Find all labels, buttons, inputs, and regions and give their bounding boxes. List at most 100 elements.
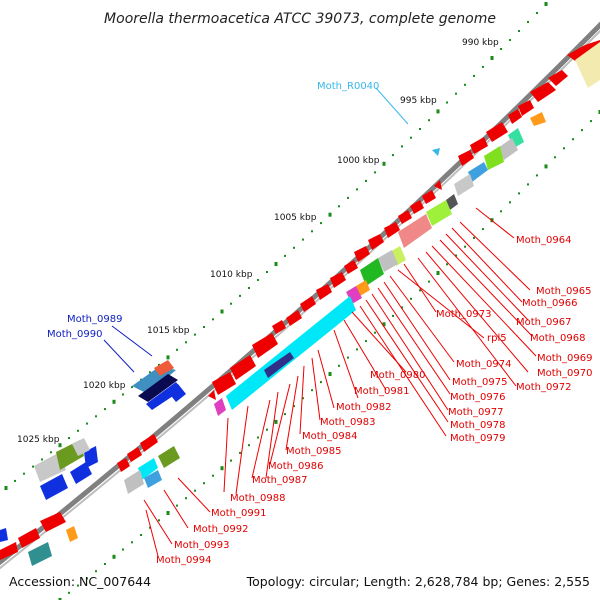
gene-label[interactable]: Moth_0972 [516,382,571,393]
gene-label[interactable]: Moth_0968 [530,333,585,344]
tick-label-1020: 1020 kbp [83,381,126,391]
tick-dot [77,584,79,587]
gene-label[interactable]: Moth_0974 [456,359,511,370]
gene-label[interactable]: Moth_0973 [436,309,491,320]
gene-label[interactable]: Moth_0976 [450,392,505,403]
gene-label[interactable]: Moth_0991 [211,508,266,519]
gene-label[interactable]: Moth_0980 [370,370,425,381]
gene-label[interactable]: Moth_0977 [448,407,503,418]
tick-dot [544,2,548,6]
tick-dot [131,541,133,544]
tick-dot [230,459,232,462]
tick-dot [536,12,538,14]
upper-track-genes[interactable] [34,360,186,500]
tick-dot [239,451,241,454]
gene-label[interactable]: Moth_0993 [174,540,229,551]
gene-label[interactable]: Moth_0970 [537,368,592,379]
tick-dot [410,136,412,139]
tick-dot [563,147,565,150]
gene-label-blue[interactable]: Moth_0990 [47,329,102,340]
gene-label[interactable]: rpl5 [487,333,507,344]
tick-dot [212,474,214,477]
gene-label[interactable]: Moth_0964 [516,235,571,246]
accession-text: Accession: NC_007644 [9,574,151,589]
tick-dot [536,174,538,177]
tick-label-1000: 1000 kbp [337,156,380,166]
gene-label[interactable]: Moth_0981 [354,386,409,397]
tick-dot [95,570,97,573]
tick-dot [473,74,475,77]
gene-label[interactable]: Moth_0975 [452,377,507,388]
gene-label[interactable]: Moth_0983 [320,417,375,428]
tick-dot [382,322,386,327]
tick-dot [490,56,494,60]
tick-dot [428,280,430,283]
gene-label[interactable]: Moth_0984 [302,431,357,442]
gene-label[interactable]: Moth_0988 [230,493,285,504]
tick-dot [248,287,250,289]
gene-label[interactable]: Moth_0986 [268,461,323,472]
tick-label-1010: 1010 kbp [210,270,253,280]
gene-label[interactable]: Moth_0992 [193,524,248,535]
tick-dot [122,548,124,551]
gene-label[interactable]: Moth_0985 [286,446,341,457]
tick-dot [509,39,511,41]
tick-dot [95,415,97,418]
gene-label[interactable]: Moth_0987 [252,475,307,486]
gene-labels-right[interactable]: Moth_0964 Moth_0965 Moth_0966 Moth_0967 … [436,235,592,444]
rna-leader-line [375,87,409,125]
tick-dot [455,92,457,95]
tick-dot [58,598,62,600]
tick-label-990: 990 kbp [462,38,499,48]
tick-dot [554,156,556,159]
tick-dot [122,393,124,396]
gene-label[interactable]: Moth_0966 [522,298,577,309]
tick-dot [302,238,304,241]
tick-dot [473,236,475,239]
tick-dot [392,154,394,157]
tick-dot [274,419,278,424]
tick-dot [266,428,268,431]
gene-label[interactable]: Moth_0969 [537,353,592,364]
tick-dot [401,145,403,148]
tick-dot [86,422,88,425]
gene-label[interactable]: Moth_0979 [450,433,505,444]
tick-dot [274,262,278,266]
tick-dot [482,65,484,68]
tick-dot [104,563,106,565]
gene-labels-lower[interactable]: Moth_0980 Moth_0981 Moth_0982 Moth_0983 … [156,370,425,566]
tick-dot [112,399,116,404]
tick-dot [212,318,214,321]
tick-dot [293,246,295,249]
tick-dot [482,228,484,231]
tick-dot [266,271,268,273]
tick-dot [401,306,403,309]
forward-strand-genes[interactable] [0,40,600,560]
tick-dot [194,333,196,336]
tick-dot [382,161,386,166]
gene-label[interactable]: Moth_0978 [450,420,505,431]
tick-dot [257,436,259,439]
tick-dot [347,356,349,359]
gene-label-blue[interactable]: Moth_0989 [67,314,122,325]
tick-dot [500,210,502,213]
tick-dot [572,138,574,141]
tick-dot [176,504,178,507]
tick-dot [230,302,232,305]
tick-dot [284,413,286,416]
gene-label[interactable]: Moth_0994 [156,555,211,566]
gene-label[interactable]: Moth_0982 [336,402,391,413]
tick-label-1025: 1025 kbp [17,435,60,445]
gene-label-rna[interactable]: Moth_R0040 [317,81,379,92]
reverse-strand-genes[interactable] [0,42,600,566]
tick-dot [446,263,448,266]
blue-leader-lines [103,325,153,373]
tick-dot [176,348,178,351]
tick-label-1015: 1015 kbp [147,326,190,336]
tick-dot [518,30,520,32]
tick-dot [428,119,430,122]
gene-label[interactable]: Moth_0967 [516,317,571,328]
gene-label[interactable]: Moth_0965 [536,286,591,297]
tick-dot [220,309,224,314]
tick-dot [58,443,62,448]
